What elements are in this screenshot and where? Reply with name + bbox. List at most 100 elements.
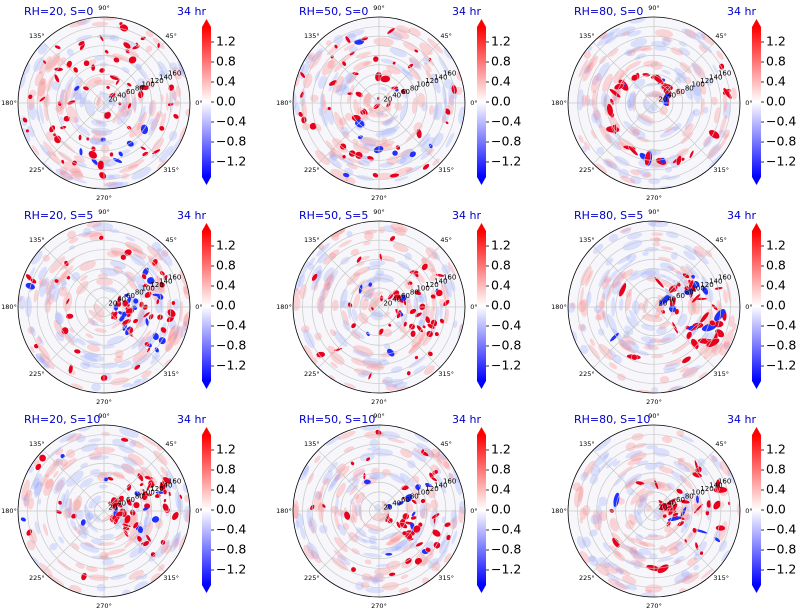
positive-cell	[133, 501, 140, 509]
field-blob	[607, 578, 628, 590]
positive-cell	[407, 63, 414, 69]
field-blob	[395, 25, 411, 33]
field-blob	[692, 85, 701, 103]
field-blob	[651, 90, 666, 102]
field-blob	[359, 137, 377, 147]
radial-tick-label: 60	[401, 496, 410, 504]
field-blob	[62, 161, 81, 174]
field-blob	[316, 242, 330, 257]
field-blob	[313, 282, 319, 292]
positive-cell	[416, 324, 424, 333]
field-blob	[307, 472, 315, 485]
field-blob	[390, 366, 403, 374]
angular-gridline	[317, 449, 380, 512]
field-blob	[611, 272, 624, 287]
field-blob	[372, 310, 384, 317]
negative-cell	[363, 479, 371, 485]
field-blob	[618, 68, 629, 80]
field-blob	[590, 73, 602, 94]
colorbar-bar	[477, 27, 486, 177]
field-blob	[327, 461, 338, 473]
field-blob	[659, 375, 670, 384]
field-blob	[659, 126, 679, 138]
field-blob	[615, 567, 631, 576]
colorbar-bar	[752, 27, 761, 177]
positive-cell	[124, 514, 131, 524]
field-blob	[33, 481, 43, 496]
field-blob	[617, 260, 633, 272]
field-blob	[69, 19, 88, 28]
colorbar-extend-max	[477, 223, 486, 231]
field-blob	[322, 470, 333, 485]
angle-tick-label: 225°	[29, 370, 45, 378]
field-blob	[642, 297, 649, 314]
negative-cell	[80, 519, 86, 526]
positive-cell	[715, 524, 726, 532]
field-blob	[592, 243, 604, 254]
field-blob	[408, 338, 425, 354]
angular-gridline	[317, 510, 380, 573]
field-blob	[118, 445, 135, 454]
field-blob	[392, 381, 408, 389]
field-blob	[683, 250, 696, 261]
positive-cell	[25, 128, 30, 133]
field-blob	[664, 359, 683, 367]
radial-tick-label: 100	[416, 489, 429, 497]
positive-cell	[415, 541, 424, 547]
field-blob	[386, 64, 402, 75]
field-blob	[385, 534, 404, 546]
colorbar-tick-label: −0.4	[491, 318, 521, 333]
positive-cell	[104, 49, 109, 54]
field-blob	[674, 571, 693, 584]
positive-cell	[163, 498, 167, 503]
radial-tick-label: 40	[392, 500, 401, 508]
field-blob	[49, 542, 58, 551]
positive-cell	[427, 323, 436, 330]
field-blob	[660, 279, 674, 289]
panel-time-label: 34 hr	[177, 209, 206, 222]
field-blob	[55, 458, 64, 466]
radial-tick-label: 140	[709, 481, 722, 489]
positive-cell	[350, 461, 355, 466]
field-blob	[598, 496, 608, 507]
colorbar-tick-label: 1.2	[766, 238, 786, 253]
field-blob	[135, 575, 142, 580]
field-blob	[364, 559, 372, 565]
angle-tick-label: 180°	[1, 507, 17, 515]
negative-cell	[404, 494, 413, 503]
positive-cell	[77, 40, 85, 47]
positive-cell	[657, 564, 670, 574]
angle-tick-label: 315°	[713, 370, 729, 378]
negative-cell	[343, 172, 350, 178]
field-blob	[623, 120, 640, 136]
angle-tick-label: 315°	[713, 574, 729, 582]
field-blob	[656, 337, 672, 344]
field-blob	[83, 519, 99, 533]
field-blob	[620, 342, 636, 354]
field-blob	[328, 151, 335, 158]
field-blob	[325, 436, 340, 446]
negative-cell	[429, 143, 433, 149]
field-blob	[420, 258, 427, 264]
field-blob	[317, 252, 328, 264]
field-blob	[27, 125, 35, 138]
field-blob	[631, 300, 640, 315]
field-blob	[673, 460, 690, 473]
field-blob	[28, 102, 37, 121]
field-blob	[677, 313, 688, 327]
field-blob	[443, 461, 451, 471]
field-blob	[46, 55, 60, 73]
field-blob	[39, 356, 51, 369]
field-blob	[334, 536, 348, 553]
field-blob	[418, 133, 431, 148]
field-blob	[409, 540, 418, 549]
field-blob	[137, 330, 152, 348]
field-blob	[665, 175, 680, 181]
field-blob	[107, 181, 129, 188]
field-blob	[342, 310, 349, 326]
colorbar-extend-min	[752, 585, 761, 593]
field-blob	[151, 282, 161, 292]
field-blob	[390, 540, 408, 551]
field-blob	[52, 470, 59, 478]
field-blob	[605, 257, 614, 266]
